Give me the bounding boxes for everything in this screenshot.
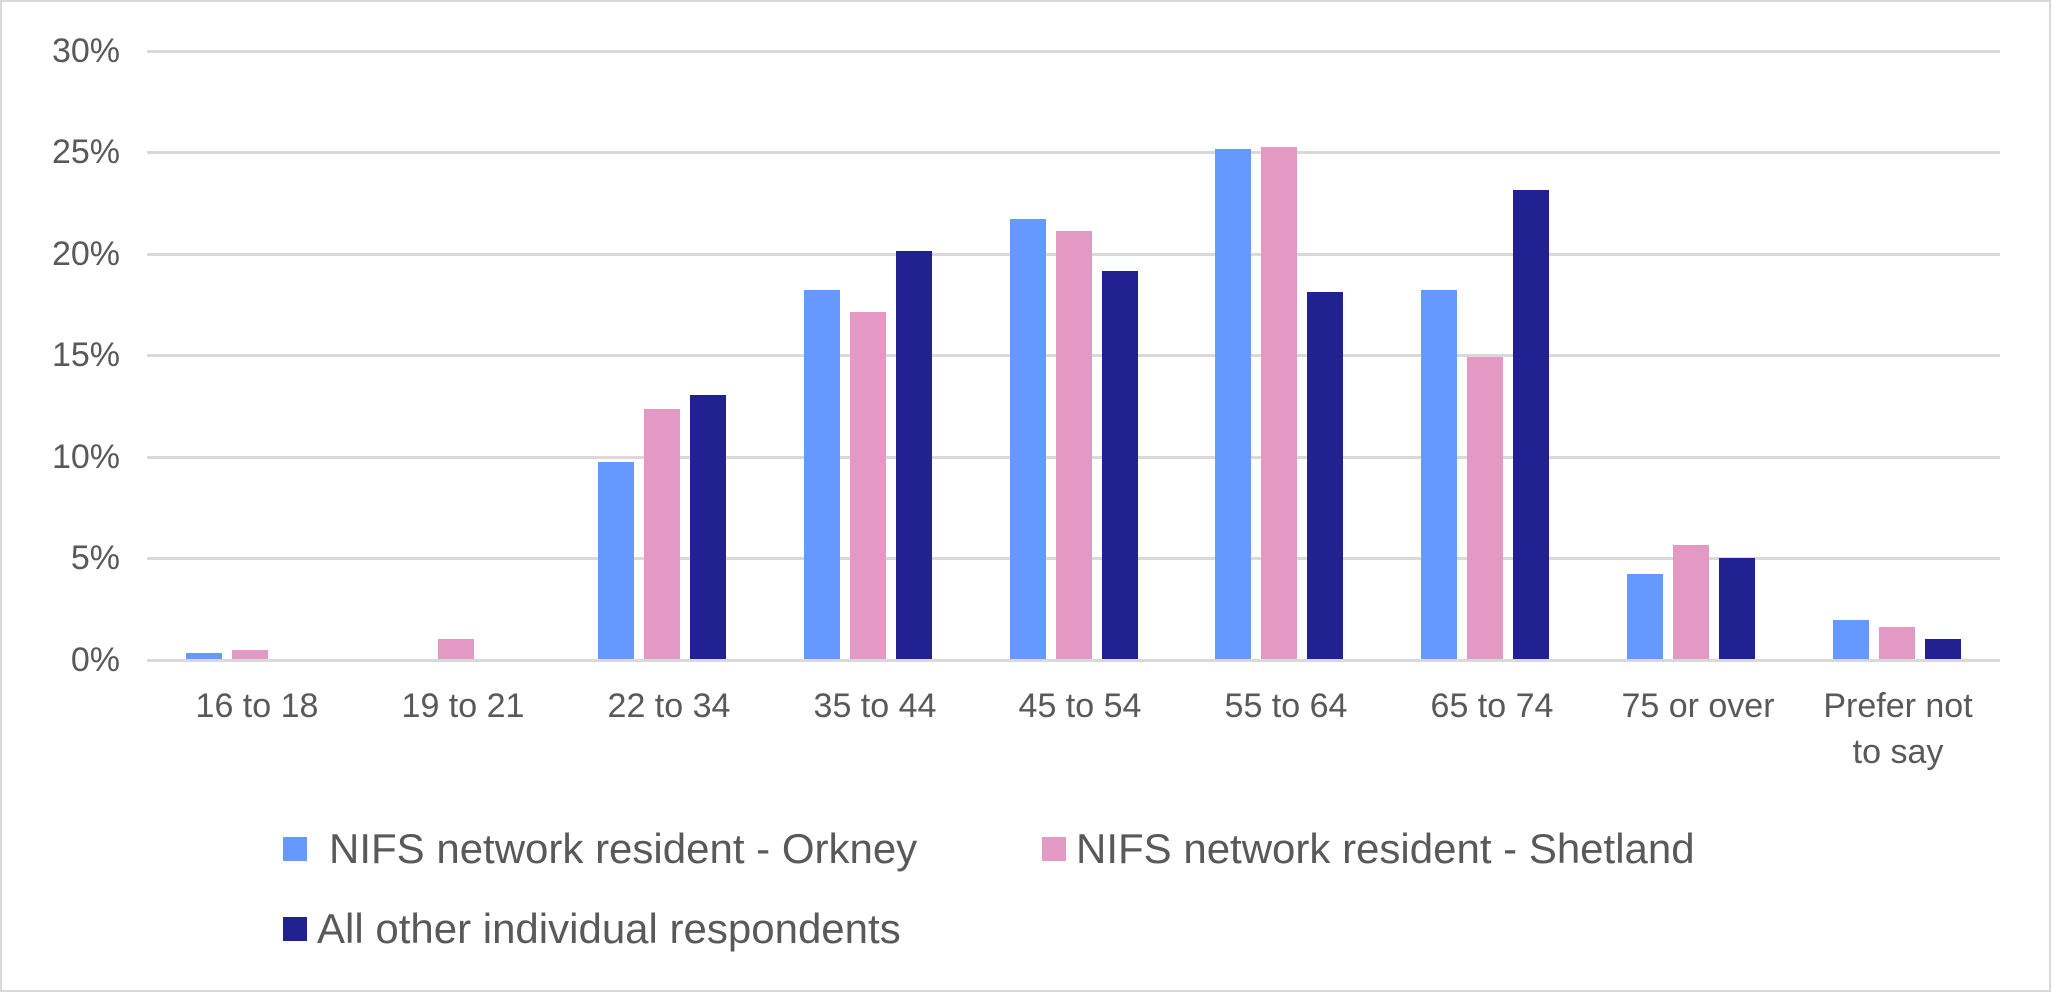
bar bbox=[1627, 573, 1664, 659]
bar bbox=[1009, 218, 1046, 659]
x-label: 19 to 21 bbox=[401, 687, 525, 725]
bar bbox=[1833, 620, 1870, 659]
bar bbox=[1513, 190, 1550, 659]
bar bbox=[1879, 626, 1916, 659]
bar bbox=[185, 652, 222, 659]
x-label: 55 to 64 bbox=[1224, 687, 1348, 725]
x-label: 45 to 54 bbox=[1018, 687, 1142, 725]
y-tick-0: 0% bbox=[70, 641, 120, 679]
plot-area bbox=[147, 50, 2000, 662]
x-label: 22 to 34 bbox=[607, 687, 731, 725]
bar bbox=[1101, 271, 1138, 659]
bar bbox=[1673, 545, 1710, 659]
legend-swatch-other bbox=[283, 917, 307, 941]
bar bbox=[689, 395, 726, 659]
bar bbox=[1261, 147, 1298, 659]
x-label: 16 to 18 bbox=[195, 687, 319, 725]
legend-label-other: All other individual respondents bbox=[317, 905, 901, 952]
bar bbox=[1215, 149, 1252, 659]
y-tick-10: 10% bbox=[51, 438, 120, 476]
legend-swatch-orkney bbox=[283, 837, 307, 861]
x-label: 35 to 44 bbox=[813, 687, 937, 725]
bar bbox=[437, 638, 474, 659]
legend-item-shetland: NIFS network resident - Shetland bbox=[1042, 824, 1695, 874]
legend-label-orkney: NIFS network resident - Orkney bbox=[329, 825, 918, 872]
gridline-30 bbox=[147, 50, 2000, 53]
x-axis-line bbox=[147, 659, 2000, 662]
x-label: 65 to 74 bbox=[1430, 687, 1554, 725]
bar bbox=[1055, 230, 1092, 659]
bar bbox=[849, 311, 886, 659]
legend-label-shetland: NIFS network resident - Shetland bbox=[1076, 825, 1695, 872]
y-tick-15: 15% bbox=[51, 336, 120, 374]
bar bbox=[1421, 289, 1458, 659]
bar bbox=[895, 250, 932, 659]
bar bbox=[803, 289, 840, 659]
legend-item-orkney: NIFS network resident - Orkney bbox=[283, 824, 917, 874]
bar bbox=[231, 649, 268, 659]
legend-item-other: All other individual respondents bbox=[283, 904, 901, 954]
bar bbox=[643, 409, 680, 659]
x-label: 75 or over bbox=[1621, 687, 1775, 725]
y-tick-25: 25% bbox=[51, 133, 120, 171]
gridline-25 bbox=[147, 151, 2000, 154]
legend-swatch-shetland bbox=[1042, 837, 1066, 861]
y-tick-5: 5% bbox=[70, 539, 120, 577]
x-label: Prefer not to say bbox=[1823, 687, 1973, 771]
bar bbox=[1307, 291, 1344, 659]
bar bbox=[597, 462, 634, 659]
bar bbox=[1925, 638, 1962, 659]
bar bbox=[1719, 557, 1756, 659]
y-tick-30: 30% bbox=[51, 32, 120, 70]
bar bbox=[1467, 356, 1504, 659]
y-tick-20: 20% bbox=[51, 235, 120, 273]
